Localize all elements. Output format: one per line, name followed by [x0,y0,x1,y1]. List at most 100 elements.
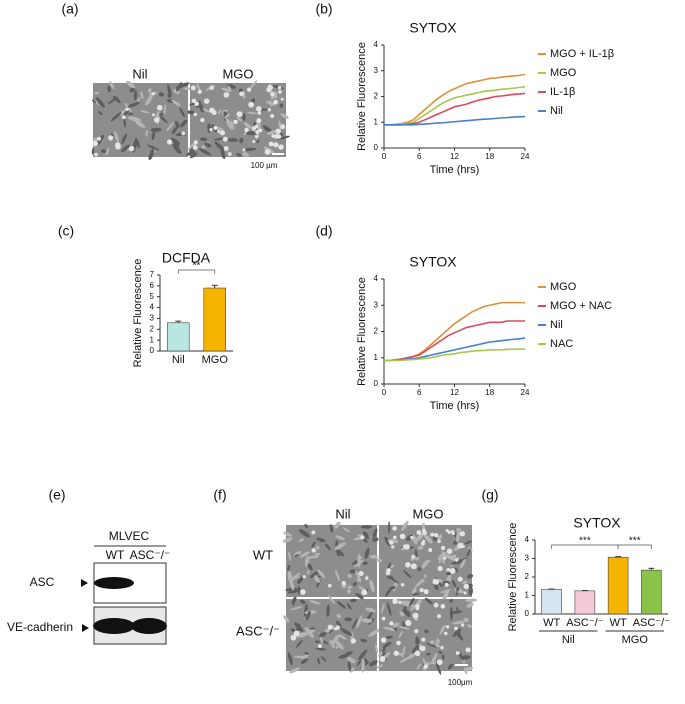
cell [176,82,182,92]
cell [277,85,282,90]
lane-label: ASC⁻/⁻ [130,548,171,562]
panel-label: (e) [48,487,65,503]
y-axis-label: Relative Fluorescence [132,259,144,368]
cell [287,590,300,594]
cell [227,85,232,93]
cell [415,604,420,609]
cell [145,130,149,137]
cell [256,106,262,112]
cell [158,112,165,116]
cell [220,148,226,160]
cell [188,142,197,151]
x-tick-label: 18 [485,152,494,161]
x-tick-label: ASC⁻/⁻ [633,617,670,629]
cell [440,645,444,650]
cell [411,643,420,654]
cell [424,560,431,565]
cell [230,120,235,131]
cell [125,107,130,111]
x-tick-label: WT [543,617,560,629]
cell [399,611,405,617]
cell [437,539,441,544]
band-label: ASC [30,575,55,589]
cell [336,550,341,557]
cell [295,639,303,648]
series-line [384,320,525,362]
y-tick-label: 2 [150,324,155,333]
band [131,618,167,634]
cell [223,146,229,151]
cell [302,575,306,579]
cell [308,555,320,559]
cell [171,99,181,107]
cell [386,602,392,616]
cell [346,657,356,664]
panel-label: (b) [315,1,332,17]
cell [376,664,384,669]
cell [329,524,334,533]
legend-label: IL-1β [550,86,575,98]
cell [167,84,172,98]
cell [123,117,127,128]
cell [202,108,210,113]
cell [372,528,378,538]
cell [115,143,121,150]
y-tick-label: 3 [374,300,379,309]
cell [364,547,370,559]
cell [128,112,134,116]
cell [463,667,468,675]
cell [254,135,259,139]
cell [110,112,122,122]
cell [439,624,446,635]
cell [398,630,403,639]
cell [227,152,232,156]
legend-label: NAC [550,338,573,350]
cell [423,589,429,595]
cell [405,609,411,618]
cell [127,101,140,108]
cell [382,641,392,649]
cell [353,559,364,568]
cell [346,603,352,610]
cell [179,107,186,118]
cell [98,111,103,116]
x-axis-label: Time (hrs) [430,400,480,412]
cell [296,632,308,638]
chart-title: SYTOX [573,515,621,531]
cell [271,134,275,138]
cell [317,569,326,579]
cell [315,647,327,651]
cell [442,589,450,602]
legend-label: MGO [550,281,577,293]
bar [203,287,227,352]
cell [466,602,474,608]
cell [324,543,331,551]
cell [358,649,368,661]
cell [368,628,381,637]
cell [429,640,435,645]
cell [433,532,439,538]
cell [396,640,401,646]
cell [91,147,95,155]
cell [166,139,173,145]
cell [334,542,346,551]
cell [287,564,291,572]
cell [399,533,406,540]
cell [266,87,272,93]
bar [607,556,629,615]
cell [440,589,452,594]
cell [389,621,394,626]
cell [252,140,256,144]
series-line [384,348,525,362]
cell [362,531,370,539]
cell [187,110,196,115]
cell [293,630,300,637]
cell [171,125,179,135]
cell [399,656,410,663]
cell [289,667,300,674]
cell [307,563,313,571]
cell [459,558,466,569]
cell [449,568,456,574]
cell [300,551,310,558]
cell [297,586,301,595]
